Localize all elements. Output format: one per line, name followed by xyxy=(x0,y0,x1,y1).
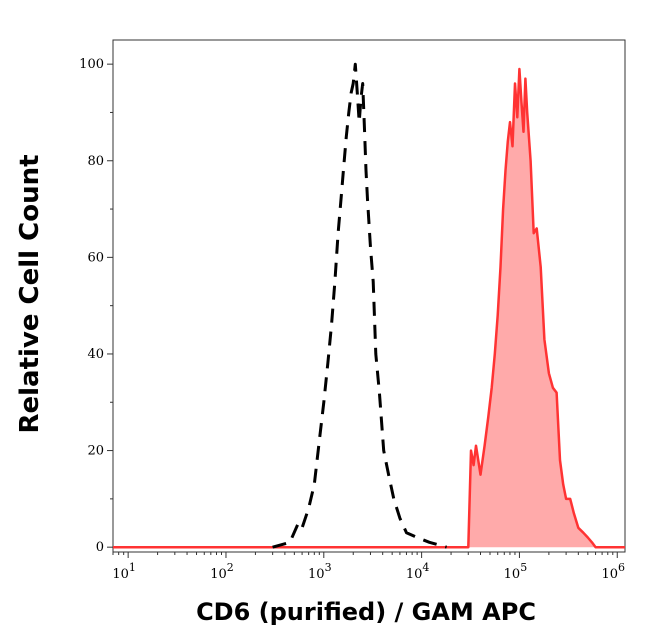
x-tick-label: 101 xyxy=(112,561,136,582)
x-tick-base: 10 xyxy=(406,567,423,582)
x-tick-label: 104 xyxy=(406,561,430,582)
x-axis: 101 102 103 104 105 106 xyxy=(112,552,625,582)
y-axis-title: Relative Cell Count xyxy=(15,154,45,433)
x-tick-base: 10 xyxy=(210,567,227,582)
x-tick-label: 103 xyxy=(308,561,332,582)
x-tick-base: 10 xyxy=(504,567,521,582)
x-tick-label: 106 xyxy=(601,561,625,582)
plot-frame xyxy=(112,39,626,553)
x-tick-base: 10 xyxy=(601,567,618,582)
y-axis: 0 20 40 60 80 100 xyxy=(79,57,113,555)
series-area-fill xyxy=(113,69,625,548)
x-tick-exponent: 2 xyxy=(227,561,234,574)
y-tick-label: 100 xyxy=(79,57,104,72)
plot-area xyxy=(113,62,625,549)
x-tick-label: 105 xyxy=(504,561,528,582)
y-tick-label: 80 xyxy=(87,154,104,169)
y-tick-label: 40 xyxy=(87,347,104,362)
series-line-solid xyxy=(113,67,625,549)
x-tick-exponent: 6 xyxy=(618,561,625,574)
x-tick-exponent: 3 xyxy=(325,561,332,574)
x-tick-exponent: 4 xyxy=(422,561,429,574)
x-tick-base: 10 xyxy=(112,567,129,582)
series-line-dashed xyxy=(272,62,448,549)
x-axis-title: CD6 (purified) / GAM APC xyxy=(196,598,536,626)
x-tick-label: 102 xyxy=(210,561,234,582)
x-tick-base: 10 xyxy=(308,567,325,582)
x-tick-exponent: 1 xyxy=(129,561,136,574)
y-tick-label: 20 xyxy=(87,444,104,459)
y-tick-label: 60 xyxy=(87,250,104,265)
y-tick-label: 0 xyxy=(96,540,104,555)
x-tick-exponent: 5 xyxy=(520,561,527,574)
